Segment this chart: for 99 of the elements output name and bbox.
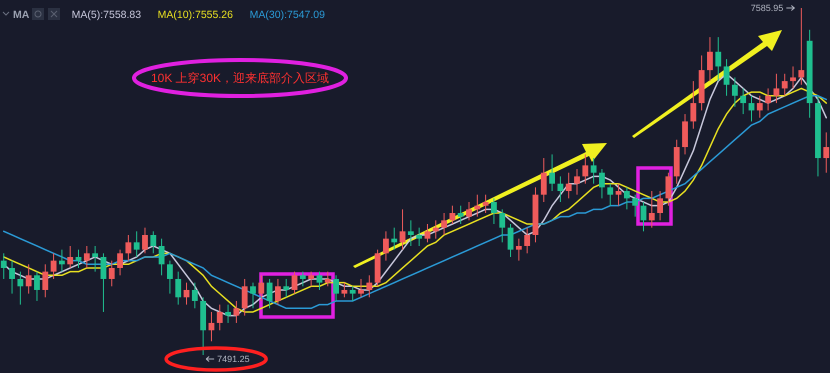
candlestick [516,238,522,262]
candlestick [765,88,772,111]
candlestick [158,238,165,276]
candlestick [748,95,754,122]
candlestick [100,252,106,312]
candlestick [208,311,214,342]
candlestick [458,205,464,225]
candlestick [316,271,322,290]
candlestick [333,274,339,302]
candlestick [640,202,646,232]
candlestick [632,194,638,218]
candlestick [499,208,506,243]
candlestick [416,227,422,246]
candlestick [275,278,281,306]
candlestick [408,220,414,246]
candlestick [449,205,456,225]
candlestick [150,230,156,254]
candlestick [657,190,664,221]
candlestick [665,172,672,206]
text: MA(30):7547.09 [250,9,326,21]
candlestick [350,286,356,302]
candlestick [715,36,722,82]
candlestick [707,36,713,82]
candlestick [225,304,231,324]
candlestick [524,227,530,254]
candlestick [582,154,588,184]
annotation: 10K 上穿30K，迎来底部介入区域 [150,71,330,85]
candlestick [648,190,655,228]
candlestick [391,227,398,250]
candlestick [266,278,273,309]
candlestick [607,183,614,206]
candlestick [599,168,605,199]
candlestick [474,194,480,218]
candlestick [84,245,90,268]
candlestick [308,271,314,287]
candlestick [491,198,497,225]
candlestick [732,76,738,108]
candlestick [590,158,597,184]
candlestick [92,245,98,272]
candlestick [58,249,65,272]
candlestick [441,212,447,236]
candlestick [166,260,173,294]
candlestick [134,230,140,258]
candlestick [690,80,696,130]
candlestick [142,227,148,254]
annotation: 7491.25 [217,354,250,364]
candlestick [17,271,24,306]
candlestick [790,66,796,89]
candlestick [250,282,256,309]
candlestick [366,274,372,298]
candlestick [782,73,788,96]
candlestick [26,264,32,294]
candlestick [117,249,123,276]
candlestick [624,186,630,210]
candlestick [324,271,331,287]
candlestick [67,245,74,268]
text: MA(5):7558.83 [72,9,142,21]
candlestick [540,158,547,203]
legend-title: MA [13,9,30,21]
candlestick [125,234,132,262]
candlestick [0,252,7,280]
candlestick [508,224,514,258]
candlestick [383,230,389,262]
candlestick [184,282,190,306]
candlestick [566,172,572,199]
candlestick [216,304,223,331]
candlestick [175,271,182,306]
candlestick [424,224,430,243]
candlestick [549,154,555,192]
candlestick [774,73,780,104]
candlestick [9,260,15,294]
candlestick [108,260,115,287]
candlestick [400,208,406,250]
candlestick [76,249,82,268]
candlestick [292,271,298,294]
candlestick [42,264,48,298]
candlestick [233,300,240,324]
candlestick [740,88,746,115]
candlestick [283,278,290,298]
candlestick [574,168,580,196]
candlestick [823,132,830,174]
candlestick [798,8,804,86]
candlestick [616,183,622,206]
candlestick [34,271,40,302]
candlestick [258,274,264,302]
candlestick [341,282,348,298]
candlestick [50,252,56,280]
candlestick [192,282,198,309]
candlestick [557,176,564,203]
candlestick [432,220,439,240]
annotation: 7585.95 [750,3,784,13]
candlestick [724,58,730,96]
candlestick [482,194,489,214]
candlestick [300,271,306,287]
text: MA(10):7555.26 [158,9,234,21]
candlestick [466,202,472,221]
candlestick [756,95,763,118]
candlestick [358,278,364,298]
candlestick [242,278,248,316]
